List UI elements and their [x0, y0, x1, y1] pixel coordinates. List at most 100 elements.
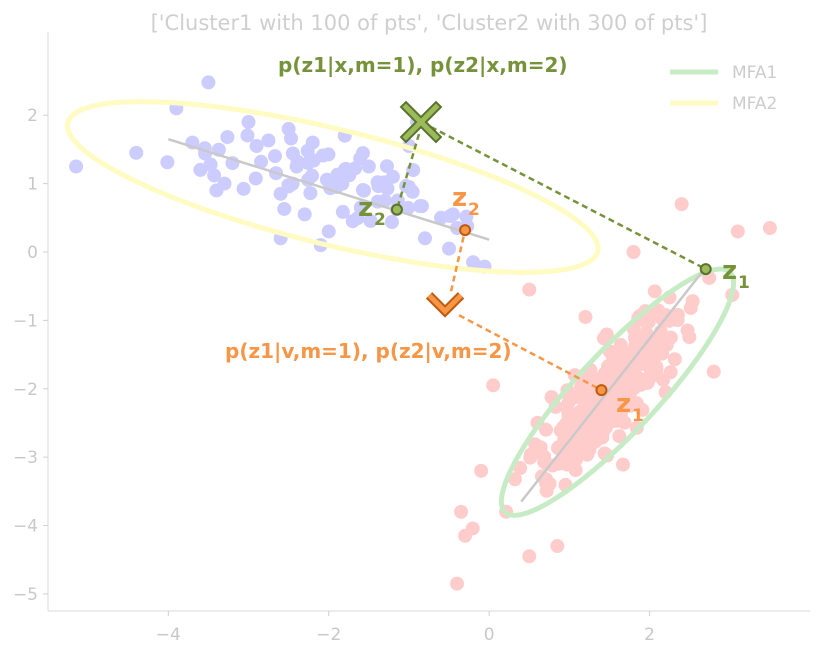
green-z1-marker — [699, 263, 712, 276]
green-dashed-line-z1 — [430, 125, 707, 271]
orange-annotation-label: p(z1|v,m=1), p(z2|v,m=2) — [225, 339, 512, 363]
cluster2-point — [654, 344, 669, 359]
orange-z2-label-z: z — [452, 183, 467, 213]
cluster2-point — [507, 472, 522, 487]
cluster1-point — [350, 211, 365, 226]
cluster1-point — [261, 133, 276, 148]
cluster2-point — [593, 405, 608, 420]
cluster2-point — [580, 423, 595, 438]
cluster2-point — [730, 224, 745, 239]
cluster2-point — [522, 549, 537, 564]
cluster1-point — [301, 156, 316, 171]
green-z2-label-sub: 2 — [374, 210, 386, 230]
cluster2-point — [486, 378, 501, 393]
green-z2-marker — [390, 203, 403, 216]
scatter-points — [69, 75, 777, 591]
cluster2-point — [606, 351, 621, 366]
cluster2-point — [454, 504, 469, 519]
cluster1-point — [405, 184, 420, 199]
cluster2-point — [465, 521, 480, 536]
y-tick-label: 1 — [27, 175, 38, 195]
cluster1-point — [445, 207, 460, 222]
cluster1-point — [129, 145, 144, 160]
cluster1-point — [321, 224, 336, 239]
cluster1-point — [297, 207, 312, 222]
cluster1-point — [321, 147, 336, 162]
cluster1-point — [300, 143, 315, 158]
principal-axis-line — [520, 271, 703, 503]
cluster2-point — [647, 284, 662, 299]
cluster2-point — [649, 359, 664, 374]
cluster2-point — [623, 392, 638, 407]
cluster2-point — [674, 197, 689, 212]
cluster1-point — [284, 131, 299, 146]
cluster1-point — [240, 128, 255, 143]
chart-title: ['Cluster1 with 100 of pts', 'Cluster2 w… — [151, 11, 708, 35]
cluster1-point — [160, 155, 175, 170]
cluster2-point — [651, 303, 666, 318]
cluster1-point — [442, 241, 457, 256]
x-tick-label: 2 — [644, 625, 655, 645]
cluster1-point — [414, 199, 429, 214]
cluster1-point — [209, 183, 224, 198]
legend-label-mfa1: MFA1 — [732, 63, 777, 83]
cluster2-point — [667, 352, 682, 367]
x-tick-label: −2 — [316, 625, 341, 645]
cluster2-point — [599, 327, 614, 342]
plot-area: −4 −2 0 2 2 1 0 −1 −2 −3 −4 −5 ['Cluster1 with 100 o… — [13, 11, 810, 645]
cluster1-point — [379, 159, 394, 174]
cluster2-point — [537, 454, 552, 469]
cluster2-point — [550, 539, 565, 554]
principal-axis-line — [167, 137, 490, 241]
cluster2-point — [574, 379, 589, 394]
mfa-ellipse-mfa1 — [498, 266, 737, 518]
cluster1-point — [459, 209, 474, 224]
cluster2-point — [706, 364, 721, 379]
x-tick-label: −4 — [156, 625, 181, 645]
cluster2-point — [670, 313, 685, 328]
cluster2-point — [685, 294, 700, 309]
cluster1-point — [281, 179, 296, 194]
cluster1-point — [406, 163, 421, 178]
cluster1-point — [335, 204, 350, 219]
green-z1-label-sub: 1 — [738, 273, 750, 293]
x-tick-label: 0 — [484, 625, 495, 645]
cluster1-point — [356, 183, 371, 198]
x-marker-stroke — [402, 103, 440, 141]
orange-z2-marker — [459, 224, 472, 237]
cluster1-point — [249, 138, 264, 153]
cluster1-point — [254, 154, 269, 169]
cluster2-point — [652, 330, 667, 345]
y-tick-label: 2 — [27, 106, 38, 126]
y-tick-label: −2 — [13, 380, 38, 400]
legend-label-mfa2: MFA2 — [732, 94, 777, 114]
cluster1-point — [332, 174, 347, 189]
cluster1-point — [203, 157, 218, 172]
y-tick-label: −4 — [13, 517, 38, 537]
cluster1-point — [285, 146, 300, 161]
cluster1-point — [338, 161, 353, 176]
cluster1-point — [220, 130, 235, 145]
cluster1-point — [384, 215, 399, 230]
cluster1-point — [241, 115, 256, 130]
orange-z1-label-sub: 1 — [632, 406, 644, 426]
y-tick-label: 0 — [27, 243, 38, 263]
cluster2-point — [612, 429, 627, 444]
cluster1-point — [303, 186, 318, 201]
cluster2-point — [558, 451, 573, 466]
cluster2-point — [616, 378, 631, 393]
cluster1-point — [319, 172, 334, 187]
cluster1-point — [201, 75, 216, 90]
y-tick-label: −1 — [13, 311, 38, 331]
cluster1-point — [277, 201, 292, 216]
cluster2-point — [561, 405, 576, 420]
y-tick-label: −5 — [13, 585, 38, 605]
y-tick-label: −3 — [13, 448, 38, 468]
cluster2-point — [578, 309, 593, 324]
cluster2-point — [663, 365, 678, 380]
cluster2-point — [513, 461, 528, 476]
cluster2-point — [626, 244, 641, 259]
